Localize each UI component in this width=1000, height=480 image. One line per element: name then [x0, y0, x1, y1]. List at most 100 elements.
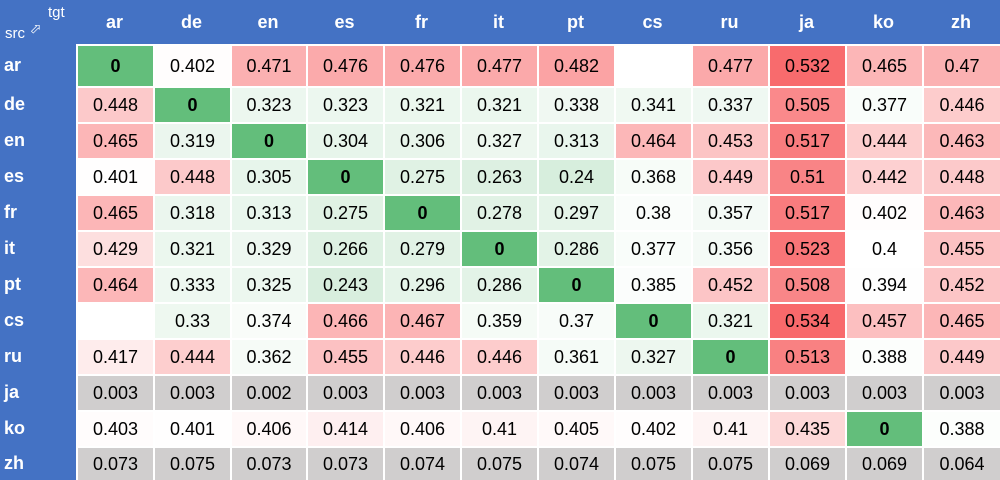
cell-it-en: 0.329: [232, 232, 306, 266]
cell-en-fr: 0.306: [385, 124, 460, 158]
cell-ko-cs: 0.402: [616, 412, 691, 446]
cell-fr-cs: 0.38: [616, 196, 691, 230]
cell-en-it: 0.327: [462, 124, 537, 158]
column-header-zh: zh: [922, 0, 1000, 44]
cell-it-ru: 0.356: [693, 232, 768, 266]
cell-ja-zh: 0.003: [924, 376, 1000, 410]
row-header-fr: fr: [0, 194, 76, 230]
row-header-es: es: [0, 158, 76, 194]
cell-en-ar: 0.465: [78, 124, 153, 158]
row-header-en: en: [0, 122, 76, 158]
column-header-cs: cs: [614, 0, 691, 44]
cell-ar-es: 0.476: [308, 46, 383, 86]
cell-cs-ko: 0.457: [847, 304, 922, 338]
cell-ja-ru: 0.003: [693, 376, 768, 410]
cell-cs-cs: 0: [616, 304, 691, 338]
cell-ru-pt: 0.361: [539, 340, 614, 374]
cell-cs-ja: 0.534: [770, 304, 845, 338]
cell-ar-it: 0.477: [462, 46, 537, 86]
cell-de-fr: 0.321: [385, 88, 460, 122]
cell-cs-pt: 0.37: [539, 304, 614, 338]
cell-ko-pt: 0.405: [539, 412, 614, 446]
cell-ja-es: 0.003: [308, 376, 383, 410]
cell-it-cs: 0.377: [616, 232, 691, 266]
cell-ru-en: 0.362: [232, 340, 306, 374]
cell-en-pt: 0.313: [539, 124, 614, 158]
cell-ru-ja: 0.513: [770, 340, 845, 374]
cell-ru-ko: 0.388: [847, 340, 922, 374]
cell-zh-it: 0.075: [462, 448, 537, 480]
cell-ko-fr: 0.406: [385, 412, 460, 446]
cell-it-ja: 0.523: [770, 232, 845, 266]
cell-ko-en: 0.406: [232, 412, 306, 446]
cell-es-es: 0: [308, 160, 383, 194]
cell-de-ru: 0.337: [693, 88, 768, 122]
cell-fr-ru: 0.357: [693, 196, 768, 230]
cell-de-de: 0: [155, 88, 230, 122]
cell-ja-cs: 0.003: [616, 376, 691, 410]
cell-cs-ru: 0.321: [693, 304, 768, 338]
cell-es-en: 0.305: [232, 160, 306, 194]
cell-es-ko: 0.442: [847, 160, 922, 194]
cell-pt-pt: 0: [539, 268, 614, 302]
cell-ko-zh: 0.388: [924, 412, 1000, 446]
cell-zh-ar: 0.073: [78, 448, 153, 480]
cell-de-ar: 0.448: [78, 88, 153, 122]
cell-ar-en: 0.471: [232, 46, 306, 86]
cell-ar-ko: 0.465: [847, 46, 922, 86]
row-header-ja: ja: [0, 374, 76, 410]
cell-pt-es: 0.243: [308, 268, 383, 302]
row-header-cs: cs: [0, 302, 76, 338]
cell-zh-es: 0.073: [308, 448, 383, 480]
cell-cs-es: 0.466: [308, 304, 383, 338]
row-header-ko: ko: [0, 410, 76, 446]
cell-pt-en: 0.325: [232, 268, 306, 302]
cell-ru-zh: 0.449: [924, 340, 1000, 374]
cell-it-es: 0.266: [308, 232, 383, 266]
cell-es-ja: 0.51: [770, 160, 845, 194]
cell-ar-fr: 0.476: [385, 46, 460, 86]
cell-ar-ja: 0.532: [770, 46, 845, 86]
column-header-ja: ja: [768, 0, 845, 44]
cell-ja-it: 0.003: [462, 376, 537, 410]
cell-fr-es: 0.275: [308, 196, 383, 230]
cell-it-it: 0: [462, 232, 537, 266]
cell-fr-ja: 0.517: [770, 196, 845, 230]
row-header-pt: pt: [0, 266, 76, 302]
cell-de-pt: 0.338: [539, 88, 614, 122]
cell-cs-zh: 0.465: [924, 304, 1000, 338]
cell-fr-ko: 0.402: [847, 196, 922, 230]
cell-cs-it: 0.359: [462, 304, 537, 338]
cell-fr-de: 0.318: [155, 196, 230, 230]
cell-pt-de: 0.333: [155, 268, 230, 302]
cell-ar-de: 0.402: [155, 46, 230, 86]
cell-en-ko: 0.444: [847, 124, 922, 158]
cell-it-ko: 0.4: [847, 232, 922, 266]
cell-ja-pt: 0.003: [539, 376, 614, 410]
cell-de-ko: 0.377: [847, 88, 922, 122]
cell-zh-zh: 0.064: [924, 448, 1000, 480]
cell-ko-ar: 0.403: [78, 412, 153, 446]
cell-es-zh: 0.448: [924, 160, 1000, 194]
cell-zh-fr: 0.074: [385, 448, 460, 480]
cell-en-ru: 0.453: [693, 124, 768, 158]
cell-cs-de: 0.33: [155, 304, 230, 338]
cell-en-ja: 0.517: [770, 124, 845, 158]
cell-pt-it: 0.286: [462, 268, 537, 302]
cell-fr-pt: 0.297: [539, 196, 614, 230]
cell-ja-ja: 0.003: [770, 376, 845, 410]
cell-fr-fr: 0: [385, 196, 460, 230]
cell-ja-ko: 0.003: [847, 376, 922, 410]
cell-pt-zh: 0.452: [924, 268, 1000, 302]
cell-zh-cs: 0.075: [616, 448, 691, 480]
cell-en-zh: 0.463: [924, 124, 1000, 158]
cell-ja-de: 0.003: [155, 376, 230, 410]
column-header-en: en: [230, 0, 306, 44]
cell-cs-fr: 0.467: [385, 304, 460, 338]
cell-de-es: 0.323: [308, 88, 383, 122]
cell-de-zh: 0.446: [924, 88, 1000, 122]
cell-it-ar: 0.429: [78, 232, 153, 266]
column-header-ar: ar: [76, 0, 153, 44]
cell-ar-ru: 0.477: [693, 46, 768, 86]
cell-es-de: 0.448: [155, 160, 230, 194]
